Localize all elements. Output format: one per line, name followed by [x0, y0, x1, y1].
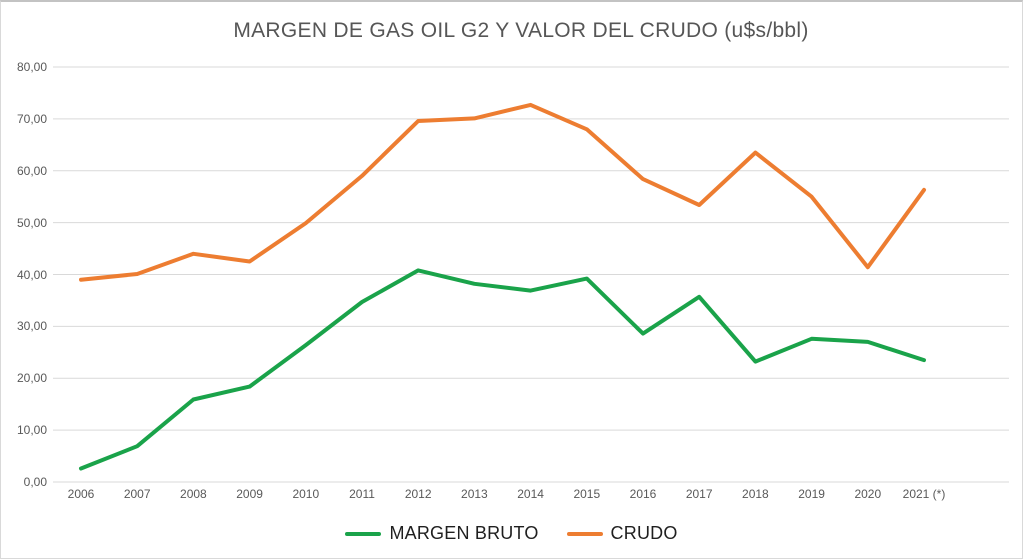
x-tick-label: 2008 [180, 487, 207, 501]
x-tick-label: 2006 [67, 487, 95, 501]
x-tick-label: 2013 [461, 487, 488, 501]
series-line-crudo [79, 102, 926, 282]
y-tick-label: 10,00 [16, 423, 47, 438]
legend-swatch-margen-bruto [345, 531, 382, 536]
legend-item-crudo: CRUDO [566, 523, 678, 544]
legend-swatch-crudo [566, 531, 603, 536]
legend-item-margen-bruto: MARGEN BRUTO [345, 523, 538, 544]
y-tick-label: 50,00 [16, 215, 47, 230]
x-tick-label: 2018 [742, 487, 769, 501]
series-line-margen-bruto [79, 268, 926, 471]
x-tick-label: 2010 [292, 487, 320, 501]
legend-label-margen-bruto: MARGEN BRUTO [389, 523, 539, 543]
x-tick-label: 2017 [685, 487, 713, 501]
chart-title: MARGEN DE GAS OIL G2 Y VALOR DEL CRUDO (… [233, 19, 809, 42]
y-tick-label: 70,00 [16, 111, 47, 126]
x-tick-label: 2007 [123, 487, 151, 501]
x-tick-label: 2012 [404, 487, 432, 501]
x-tick-label: 2011 [349, 487, 375, 501]
x-tick-label: 2015 [573, 487, 601, 501]
x-tick-label: 2020 [854, 487, 882, 501]
x-tick-label: 2019 [798, 487, 825, 501]
y-tick-label: 0,00 [23, 475, 47, 489]
x-tick-label: 2016 [629, 487, 657, 501]
x-tick-label: 2009 [236, 487, 263, 501]
x-tick-label: 2014 [517, 487, 544, 501]
legend-label-crudo: CRUDO [610, 523, 678, 543]
y-tick-label: 20,00 [16, 371, 47, 386]
y-tick-label: 60,00 [16, 163, 47, 178]
y-tick-label: 30,00 [16, 319, 47, 334]
legend: MARGEN BRUTO CRUDO [1, 523, 1022, 544]
y-tick-label: 40,00 [16, 267, 47, 282]
x-tick-label: 2021 (*) [902, 487, 946, 501]
y-tick-label: 80,00 [16, 60, 47, 74]
